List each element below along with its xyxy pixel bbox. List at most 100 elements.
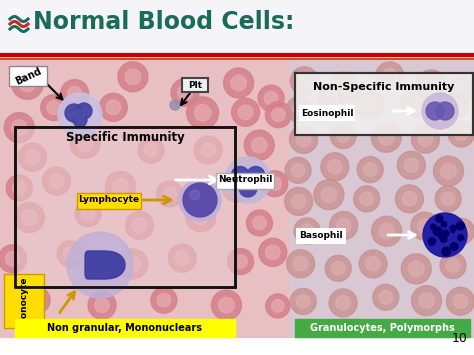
Circle shape xyxy=(430,224,436,229)
Circle shape xyxy=(441,192,455,206)
Circle shape xyxy=(441,222,447,227)
Circle shape xyxy=(297,295,310,308)
Circle shape xyxy=(292,194,306,209)
Circle shape xyxy=(435,186,461,212)
Circle shape xyxy=(450,225,456,231)
Circle shape xyxy=(194,136,222,164)
Circle shape xyxy=(211,290,241,320)
Circle shape xyxy=(404,158,419,173)
Circle shape xyxy=(25,150,40,164)
Text: Eosinophil: Eosinophil xyxy=(301,109,353,118)
Circle shape xyxy=(354,186,380,212)
Circle shape xyxy=(265,245,280,260)
Circle shape xyxy=(268,177,282,190)
Circle shape xyxy=(61,80,89,108)
Circle shape xyxy=(447,259,460,272)
Text: Non-Specific Immunity: Non-Specific Immunity xyxy=(313,82,455,92)
Bar xyxy=(15,127,235,287)
Circle shape xyxy=(411,212,439,240)
Circle shape xyxy=(360,192,374,206)
Circle shape xyxy=(336,296,350,310)
Circle shape xyxy=(231,75,246,91)
Circle shape xyxy=(272,300,284,312)
Circle shape xyxy=(458,235,464,241)
Bar xyxy=(290,55,474,337)
Circle shape xyxy=(383,69,397,83)
Text: 10: 10 xyxy=(452,332,468,345)
Circle shape xyxy=(95,298,109,312)
Circle shape xyxy=(317,84,345,112)
Circle shape xyxy=(359,250,387,278)
Circle shape xyxy=(168,244,196,272)
FancyBboxPatch shape xyxy=(77,193,141,209)
Circle shape xyxy=(331,262,345,275)
Bar xyxy=(15,127,235,287)
Circle shape xyxy=(300,224,314,237)
Circle shape xyxy=(193,209,209,225)
Text: Neutrophil: Neutrophil xyxy=(218,175,272,185)
Circle shape xyxy=(418,132,433,146)
Circle shape xyxy=(337,129,350,142)
Circle shape xyxy=(246,210,273,236)
Text: Lymphocyte: Lymphocyte xyxy=(78,196,139,204)
Circle shape xyxy=(228,180,243,195)
Circle shape xyxy=(49,174,64,189)
Circle shape xyxy=(407,96,421,110)
Circle shape xyxy=(151,287,177,313)
Circle shape xyxy=(24,287,50,313)
Circle shape xyxy=(409,261,424,277)
Circle shape xyxy=(448,121,474,147)
Bar xyxy=(295,319,470,337)
Circle shape xyxy=(285,157,311,183)
Circle shape xyxy=(225,157,271,203)
Circle shape xyxy=(118,62,148,92)
Circle shape xyxy=(360,96,376,111)
Circle shape xyxy=(455,225,468,238)
Circle shape xyxy=(157,294,171,307)
FancyBboxPatch shape xyxy=(296,228,346,244)
Circle shape xyxy=(244,130,274,160)
Circle shape xyxy=(99,93,128,121)
Text: Plt: Plt xyxy=(188,81,202,89)
Circle shape xyxy=(371,122,401,152)
Circle shape xyxy=(436,102,454,120)
Circle shape xyxy=(433,227,442,236)
Circle shape xyxy=(324,91,338,105)
Text: Normal Blood Cells:: Normal Blood Cells: xyxy=(33,10,294,34)
Circle shape xyxy=(291,164,305,177)
Circle shape xyxy=(11,120,27,135)
Circle shape xyxy=(22,210,37,225)
Circle shape xyxy=(228,248,254,274)
Circle shape xyxy=(201,143,216,157)
Circle shape xyxy=(132,218,147,233)
Circle shape xyxy=(400,89,428,117)
Circle shape xyxy=(297,73,311,88)
Circle shape xyxy=(77,136,93,151)
Circle shape xyxy=(259,238,287,266)
Circle shape xyxy=(441,163,456,179)
Circle shape xyxy=(330,212,358,240)
Circle shape xyxy=(456,222,465,230)
Circle shape xyxy=(251,137,267,153)
Circle shape xyxy=(178,85,192,100)
Circle shape xyxy=(376,62,404,90)
Circle shape xyxy=(423,213,467,257)
Circle shape xyxy=(436,215,443,222)
Circle shape xyxy=(321,187,337,202)
Circle shape xyxy=(163,187,176,201)
Circle shape xyxy=(440,252,466,279)
Circle shape xyxy=(272,108,285,121)
Circle shape xyxy=(366,257,381,271)
Circle shape xyxy=(15,203,45,233)
Circle shape xyxy=(314,180,344,210)
Circle shape xyxy=(239,179,257,197)
Circle shape xyxy=(126,212,154,239)
Circle shape xyxy=(293,103,306,116)
Circle shape xyxy=(325,255,351,282)
Text: Non granular, Mononuclears: Non granular, Mononuclears xyxy=(47,323,202,333)
Circle shape xyxy=(449,76,474,102)
Circle shape xyxy=(455,127,468,141)
FancyBboxPatch shape xyxy=(182,78,208,92)
Circle shape xyxy=(411,286,442,316)
Circle shape xyxy=(423,77,439,93)
